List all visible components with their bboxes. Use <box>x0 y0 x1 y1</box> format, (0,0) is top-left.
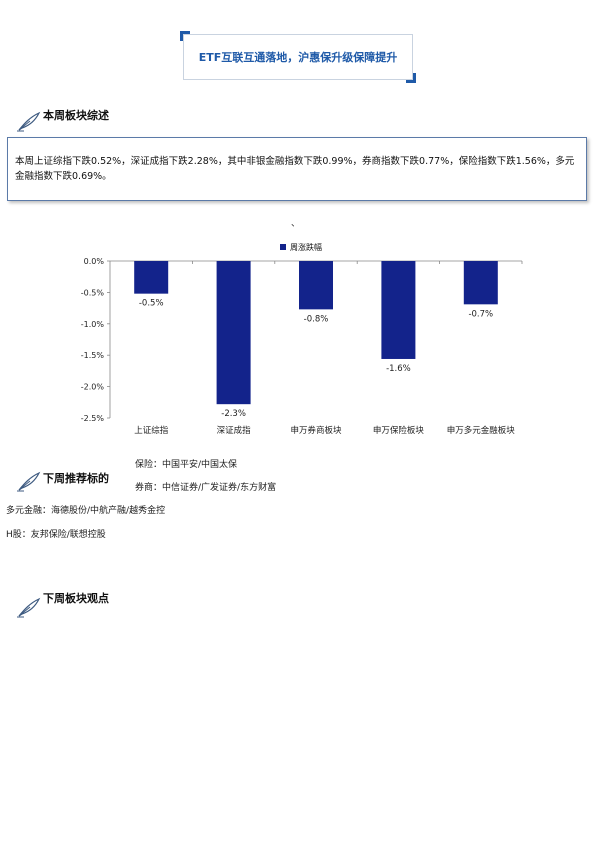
bar <box>216 261 251 405</box>
bar-data-label: -0.8% <box>304 314 329 324</box>
weekly-change-bar-chart: 周涨跌幅 0.0% -0.5% -1.0% -1.5% -2.0% -2.5% -0.5%… <box>81 242 523 436</box>
bar-data-label: -0.7% <box>468 309 493 319</box>
stray-mark: 、 <box>291 219 301 229</box>
report-title-box: ETF互联互通落地，沪惠保升级保障提升 <box>180 31 416 83</box>
chart-axis: 0.0% -0.5% -1.0% -1.5% -2.0% -2.5% <box>81 257 523 423</box>
y-tick-label: 0.0% <box>84 257 105 266</box>
y-tick-label: -0.5% <box>81 288 105 297</box>
y-tick-label: -2.5% <box>81 414 105 423</box>
chart-legend: 周涨跌幅 <box>280 242 322 252</box>
recommend-item: H股：友邦保险/联想控股 <box>6 530 106 540</box>
bar <box>381 261 416 359</box>
x-category-label: 申万多元金融板块 <box>447 425 516 436</box>
outlook-heading: 下周板块观点 <box>43 592 109 605</box>
weekly-summary-heading: 本周板块综述 <box>43 109 109 122</box>
bar <box>134 261 169 294</box>
x-category-label: 申万券商板块 <box>290 425 342 436</box>
feather-pen-icon <box>17 111 41 132</box>
feather-pen-icon <box>17 597 41 618</box>
bar-data-label: -2.3% <box>221 409 246 419</box>
bar <box>463 261 498 305</box>
weekly-summary-text: 本周上证综指下跌0.52%，深证成指下跌2.28%，其中非银金融指数下跌0.99… <box>15 156 575 182</box>
report-title: ETF互联互通落地，沪惠保升级保障提升 <box>198 51 398 64</box>
title-corner-bottom-right <box>406 73 416 83</box>
x-category-label: 上证综指 <box>134 425 169 436</box>
x-category-label: 申万保险板块 <box>373 425 425 436</box>
bar <box>299 261 333 310</box>
bar-data-label: -1.6% <box>386 364 411 374</box>
bar-data-label: -0.5% <box>139 299 164 309</box>
recommend-item: 保险：中国平安/中国太保 <box>135 460 238 470</box>
chart-data-labels: -0.5% 上证综指 -2.3% 深证成指 -0.8% 申万券商板块 -1.6% 申万保险板块… <box>134 299 515 436</box>
chart-bars <box>134 261 498 405</box>
y-tick-label: -2.0% <box>81 383 105 392</box>
recommend-item: 多元金融：海德股份/中航产融/越秀金控 <box>6 506 166 516</box>
feather-pen-icon <box>17 471 41 492</box>
recommend-heading: 下周推荐标的 <box>43 472 109 485</box>
x-category-label: 深证成指 <box>217 425 252 436</box>
legend-swatch <box>280 244 286 250</box>
title-corner-top-left <box>180 31 190 41</box>
legend-label: 周涨跌幅 <box>290 242 322 252</box>
weekly-summary-box: 本周上证综指下跌0.52%，深证成指下跌2.28%，其中非银金融指数下跌0.99… <box>7 137 587 201</box>
y-tick-label: -1.0% <box>81 320 105 329</box>
y-tick-label: -1.5% <box>81 351 105 360</box>
recommend-item: 券商：中信证券/广发证券/东方财富 <box>135 483 277 493</box>
